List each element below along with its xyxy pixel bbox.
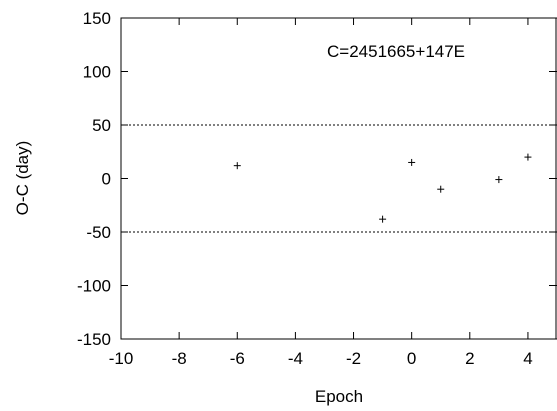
data-point-1 — [379, 215, 387, 223]
data-point-5 — [524, 153, 532, 161]
y-tick-label-4: 50 — [92, 116, 111, 135]
data-point-3 — [437, 185, 445, 193]
y-tick-label-0: -150 — [77, 330, 111, 349]
y-axis-label: O-C (day) — [13, 141, 32, 216]
y-tick-label-3: 0 — [102, 170, 111, 189]
x-tick-label-6: 2 — [465, 349, 474, 368]
x-tick-label-0: -10 — [109, 349, 134, 368]
plot-frame — [120, 17, 557, 340]
y-tick-label-6: 150 — [83, 9, 111, 28]
data-point-0 — [233, 162, 241, 170]
x-tick-label-5: 0 — [407, 349, 416, 368]
data-point-2 — [408, 158, 416, 166]
y-tick-label-2: -50 — [86, 223, 111, 242]
data-point-4 — [495, 176, 503, 184]
annotation-ephemeris: C=2451665+147E — [327, 42, 465, 61]
y-tick-label-5: 100 — [83, 63, 111, 82]
x-tick-label-4: -2 — [346, 349, 361, 368]
x-tick-label-3: -4 — [288, 349, 303, 368]
x-axis-label: Epoch — [315, 387, 363, 406]
x-tick-label-7: 4 — [523, 349, 532, 368]
x-tick-label-2: -6 — [230, 349, 245, 368]
y-tick-label-1: -100 — [77, 277, 111, 296]
x-tick-label-1: -8 — [172, 349, 187, 368]
